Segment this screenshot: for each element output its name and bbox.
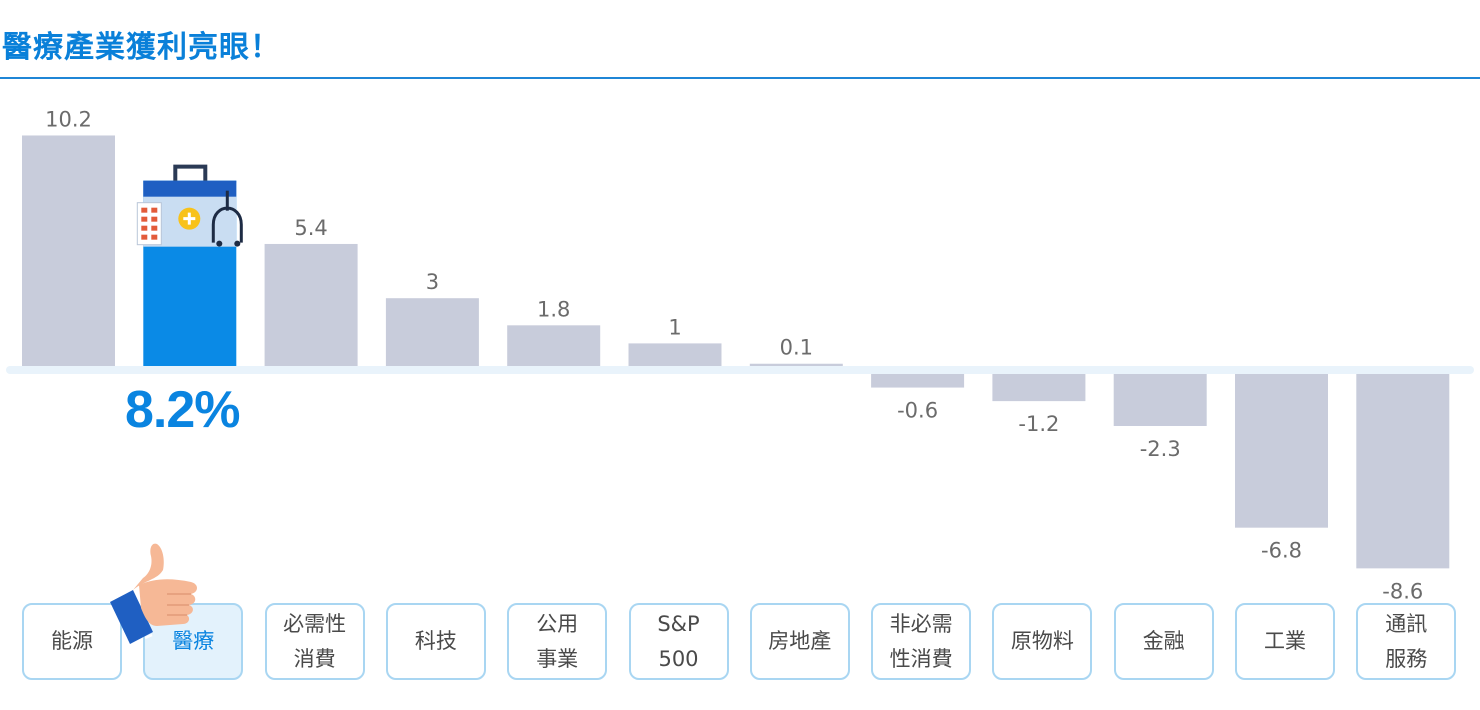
value-label: -8.6 — [1382, 579, 1423, 600]
bar — [22, 135, 115, 366]
value-label: 5.4 — [294, 216, 327, 240]
category-button[interactable]: 公用 事業 — [507, 603, 608, 680]
bar — [1356, 374, 1450, 569]
bar — [264, 243, 358, 366]
value-label: -0.6 — [897, 399, 938, 423]
value-label: 1.8 — [537, 297, 570, 321]
bar — [385, 298, 479, 366]
category-button[interactable]: 必需性 消費 — [264, 603, 365, 680]
bar — [871, 374, 965, 388]
bar — [749, 363, 843, 366]
value-label: 1 — [668, 315, 681, 339]
category-button[interactable]: 金融 — [1113, 603, 1214, 680]
value-label: -1.2 — [1018, 412, 1059, 436]
category-button[interactable]: 能源 — [22, 603, 122, 680]
bar — [628, 343, 722, 366]
medical-kit-icon — [136, 164, 243, 247]
category-button[interactable]: 工業 — [1235, 603, 1335, 680]
value-label: -2.3 — [1140, 437, 1181, 461]
value-label: 10.2 — [45, 107, 92, 131]
bar — [1235, 374, 1328, 528]
chart-title: 醫療產業獲利亮眼！ — [2, 30, 281, 65]
highlight-value: 8.2% — [125, 381, 241, 439]
category-button[interactable]: 房地產 — [749, 603, 850, 680]
bar — [507, 325, 601, 366]
category-button[interactable]: S&P 500 — [628, 603, 729, 680]
thumbs-up-icon — [110, 543, 197, 644]
value-label: 3 — [426, 270, 439, 294]
title-underline — [0, 77, 1480, 79]
bar-chart: 10.2 5.4 3 1.8 1 0.1 -0.6 -1.2 -2.3 -6.8 -8.6 — [6, 107, 1474, 600]
bar — [1113, 374, 1207, 426]
bar — [992, 374, 1086, 402]
category-button[interactable]: 非必需 性消費 — [871, 603, 972, 680]
category-button[interactable]: 科技 — [385, 603, 486, 680]
value-label: 0.1 — [780, 336, 813, 360]
category-button[interactable]: 通訊 服務 — [1356, 603, 1457, 680]
zero-axis — [6, 366, 1474, 374]
value-label: -6.8 — [1261, 539, 1302, 563]
category-button-highlight[interactable]: 醫療 — [143, 603, 244, 680]
category-button[interactable]: 原物料 — [992, 603, 1093, 680]
